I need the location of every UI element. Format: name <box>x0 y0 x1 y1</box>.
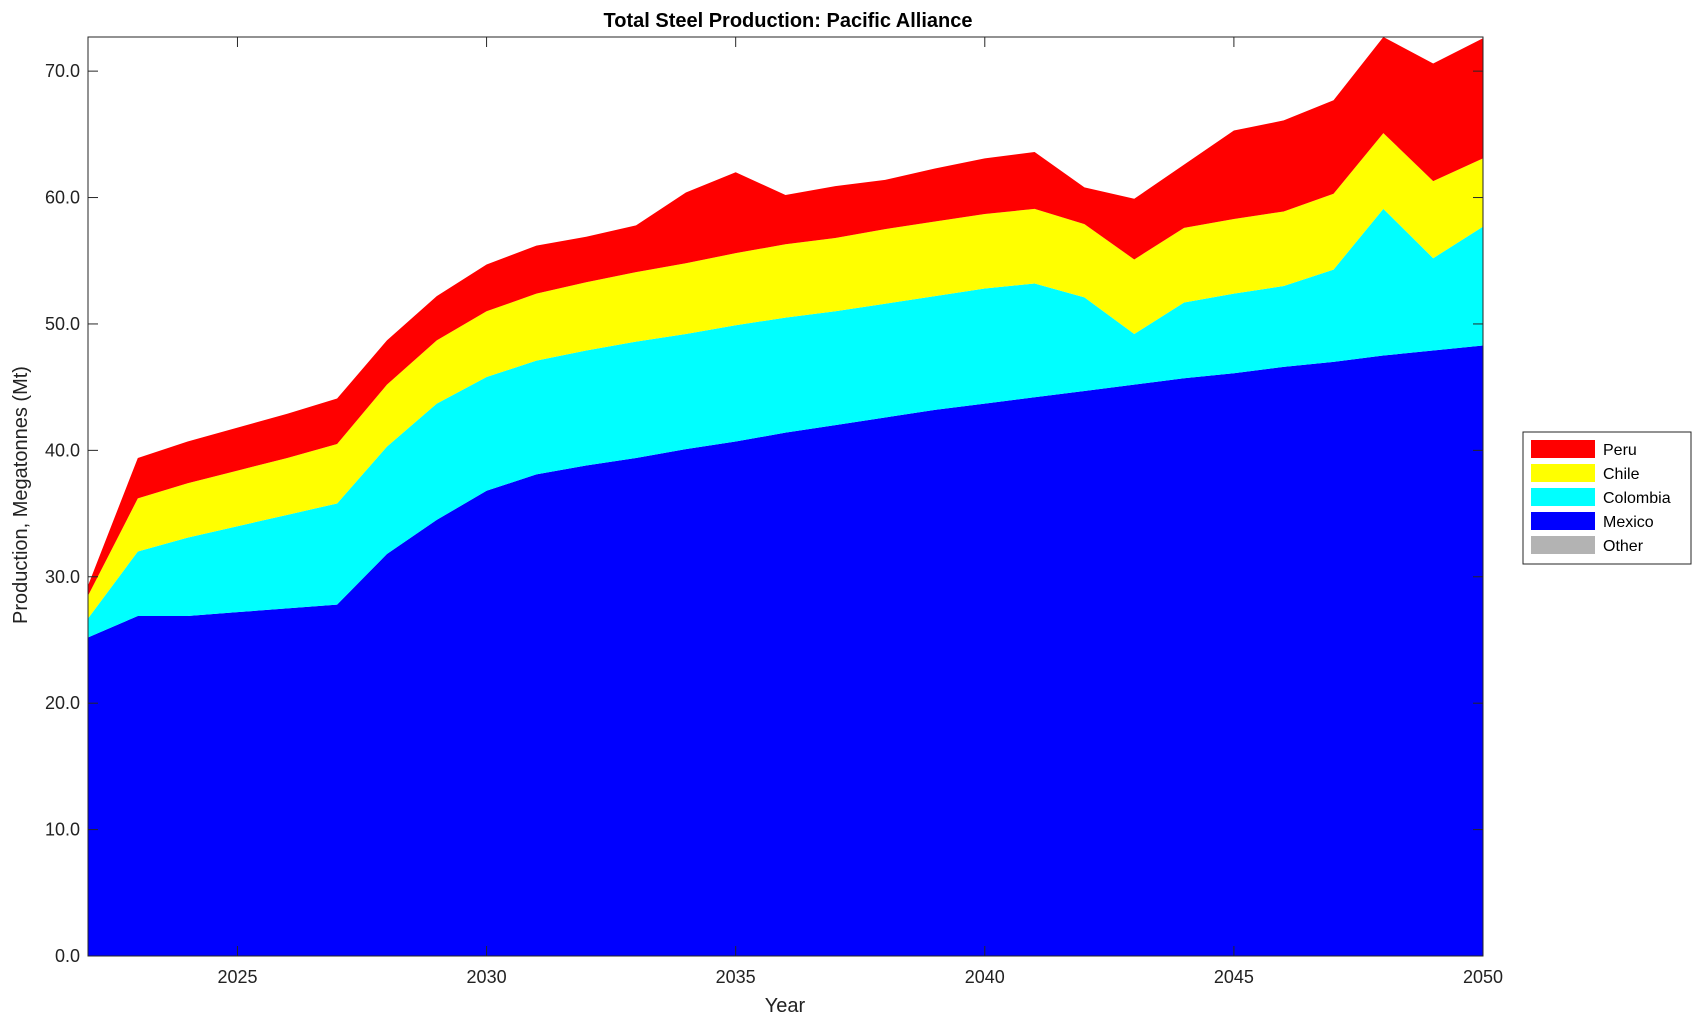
y-tick-label: 0.0 <box>55 946 80 966</box>
y-tick-label: 20.0 <box>45 693 80 713</box>
y-tick-label: 10.0 <box>45 820 80 840</box>
area-mexico <box>88 345 1483 956</box>
y-tick-label: 60.0 <box>45 188 80 208</box>
y-tick-label: 30.0 <box>45 567 80 587</box>
y-axis: 0.0 10.0 20.0 30.0 40.0 50.0 60.0 70.0 <box>45 61 1483 966</box>
x-tick-label: 2025 <box>217 967 257 987</box>
legend-swatch-colombia <box>1531 488 1595 506</box>
y-tick-label: 70.0 <box>45 61 80 81</box>
x-tick-label: 2030 <box>467 967 507 987</box>
chart-title: Total Steel Production: Pacific Alliance <box>604 10 973 32</box>
plot-frame <box>87 36 1484 957</box>
x-axis-label: Year <box>765 995 806 1017</box>
x-axis: 2025 2030 2035 2040 2045 2050 <box>217 37 1503 987</box>
legend-swatch-mexico <box>1531 512 1595 530</box>
x-tick-label: 2040 <box>965 967 1005 987</box>
area-colombia <box>88 208 1483 638</box>
x-tick-label: 2045 <box>1214 967 1254 987</box>
x-tick-label: 2050 <box>1463 967 1503 987</box>
stacked-areas <box>88 37 1483 956</box>
legend-swatch-peru <box>1531 440 1595 458</box>
legend-label-colombia: Colombia <box>1603 490 1671 507</box>
legend-label-other: Other <box>1603 538 1644 555</box>
legend: Peru Chile Colombia Mexico Other <box>1522 431 1692 565</box>
legend-label-peru: Peru <box>1603 442 1637 459</box>
legend-swatch-chile <box>1531 464 1595 482</box>
legend-label-chile: Chile <box>1603 466 1640 483</box>
legend-label-mexico: Mexico <box>1603 514 1654 531</box>
y-tick-label: 50.0 <box>45 314 80 334</box>
area-peru <box>88 37 1483 596</box>
x-tick-label: 2035 <box>716 967 756 987</box>
y-axis-label: Production, Megatonnes (Mt) <box>10 366 32 624</box>
legend-swatch-other <box>1531 536 1595 554</box>
y-tick-label: 40.0 <box>45 440 80 460</box>
